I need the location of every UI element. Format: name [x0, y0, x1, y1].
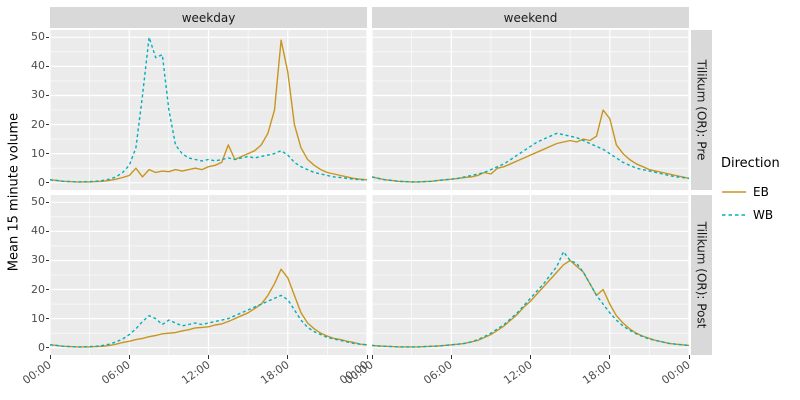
legend-entry-wb-label: WB	[753, 207, 774, 222]
panel-weekend-post	[372, 195, 689, 355]
eb-line-key-icon	[722, 190, 746, 193]
legend: Direction EB WB	[721, 156, 780, 226]
y-tick-mark	[46, 36, 49, 38]
y-tick-label: 50	[31, 30, 45, 44]
x-tick-mark	[208, 355, 209, 359]
y-tick-mark	[46, 153, 49, 155]
y-tick-label: 0	[38, 340, 45, 354]
y-tick-mark	[46, 182, 49, 184]
x-tick-mark	[450, 355, 452, 359]
y-tick-label: 40	[31, 224, 45, 238]
y-tick-mark	[46, 65, 49, 67]
y-tick-label: 30	[31, 253, 45, 267]
y-tick-label: 10	[31, 311, 45, 325]
panel-weekday-post	[50, 195, 367, 355]
facet-strip-tilikum-post: Tilikum (OR): Post	[691, 195, 712, 355]
facet-strip-tilikum-post-label: Tilikum (OR): Post	[694, 221, 709, 329]
y-tick-label: 30	[31, 88, 45, 102]
x-tick-mark	[609, 355, 611, 359]
legend-entry-eb: EB	[721, 180, 780, 203]
panel-weekday-pre	[50, 30, 367, 190]
x-tick-label: 06:00	[421, 358, 455, 388]
x-tick-label: 12:00	[178, 358, 213, 388]
y-tick-mark	[46, 201, 49, 203]
y-tick-label: 10	[31, 146, 45, 160]
wb-line-key-icon	[722, 213, 746, 216]
x-tick-label: 18:00	[258, 358, 292, 388]
y-tick-mark	[46, 289, 49, 291]
facet-strip-weekend-label: weekend	[503, 10, 558, 25]
legend-entry-wb: WB	[721, 203, 780, 226]
y-axis-title: Mean 15 minute volume	[6, 112, 22, 272]
facet-strip-tilikum-pre: Tilikum (OR): Pre	[691, 30, 712, 190]
x-tick-mark	[287, 355, 289, 359]
x-tick-mark	[128, 355, 130, 359]
facet-strip-weekend: weekend	[372, 7, 689, 28]
facet-strip-tilikum-pre-label: Tilikum (OR): Pre	[694, 59, 709, 161]
y-tick-mark	[46, 124, 49, 126]
y-tick-mark	[46, 318, 49, 320]
y-tick-mark	[46, 94, 49, 96]
y-tick-mark	[46, 230, 49, 232]
legend-title: Direction	[721, 156, 780, 171]
x-tick-label: 00:00	[659, 358, 693, 388]
y-tick-label: 20	[31, 282, 45, 296]
x-tick-mark	[371, 355, 373, 359]
x-tick-label: 00:00	[20, 358, 54, 388]
x-tick-label: 06:00	[99, 358, 133, 388]
facet-strip-weekday-label: weekday	[181, 10, 236, 25]
facet-strip-weekday: weekday	[50, 7, 367, 28]
x-tick-label: 18:00	[580, 358, 614, 388]
x-tick-mark	[688, 355, 690, 359]
x-tick-mark	[530, 355, 531, 359]
x-tick-label: 00:00	[342, 358, 376, 388]
panel-weekend-pre	[372, 30, 689, 190]
y-tick-mark	[46, 259, 49, 261]
y-tick-label: 50	[31, 195, 45, 209]
legend-entry-eb-label: EB	[753, 184, 769, 199]
y-tick-label: 20	[31, 117, 45, 131]
x-tick-label: 12:00	[500, 358, 535, 388]
x-tick-mark	[366, 355, 368, 359]
x-tick-mark	[49, 355, 51, 359]
y-tick-label: 40	[31, 59, 45, 73]
y-tick-label: 0	[38, 175, 45, 189]
y-tick-mark	[46, 347, 49, 349]
